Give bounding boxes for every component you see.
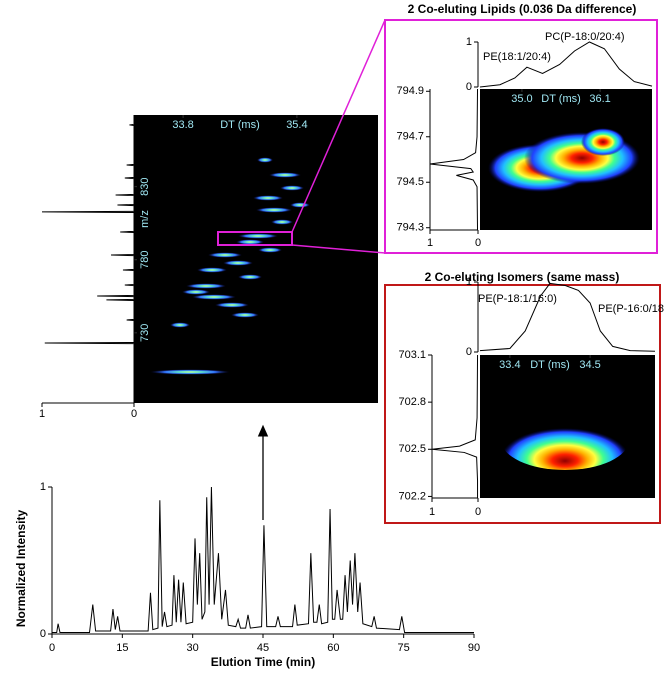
x-tick-label: 34.5	[579, 359, 600, 371]
heatmap-feature	[223, 260, 253, 266]
annotation: PC(P-18:0/20:4)	[545, 31, 624, 43]
y-tick-label: 1	[40, 481, 46, 493]
x-tick-label: 33.8	[172, 119, 193, 131]
spectrum-tick-label: 0	[475, 237, 481, 249]
panel-frame	[384, 19, 658, 254]
annotation: PE(P-18:1/16:0)	[478, 293, 557, 305]
spectrum-line	[41, 115, 135, 403]
profile-line	[479, 282, 656, 352]
x-tick-label: 75	[398, 642, 410, 654]
heatmap-feature	[186, 283, 226, 289]
x-tick-label: 36.1	[589, 93, 610, 105]
heatmap-feature	[197, 267, 227, 273]
heatmap-feature	[182, 289, 210, 295]
heatmap-feature	[581, 128, 625, 156]
spectrum-line	[429, 88, 479, 231]
spectrum-line	[431, 354, 479, 498]
heatmap-feature	[208, 252, 242, 258]
y-tick-label: 703.1	[398, 349, 426, 361]
x-tick-label: 60	[327, 642, 339, 654]
y-tick-label: 730	[139, 324, 151, 342]
heatmap-feature	[280, 185, 304, 191]
y-tick-label: 702.2	[398, 490, 426, 502]
x-axis-label: DT (ms)	[220, 119, 260, 131]
heatmap-feature	[253, 195, 283, 201]
y-axis-label: m/z	[139, 210, 151, 228]
heatmap-feature	[258, 247, 282, 253]
heatmap-feature	[501, 410, 629, 470]
y-tick-label: 0	[40, 628, 46, 640]
heatmap-feature	[170, 322, 190, 328]
x-axis-label: DT (ms)	[541, 93, 581, 105]
spectrum-tick-label: 1	[427, 237, 433, 249]
x-tick-label: 0	[49, 642, 55, 654]
heatmap	[134, 115, 378, 403]
spectrum-tick-label: 1	[429, 506, 435, 518]
annotation: PE(18:1/20:4)	[483, 51, 551, 63]
heatmap-feature	[238, 233, 278, 239]
heatmap-feature	[290, 202, 310, 208]
heatmap-feature	[269, 172, 301, 178]
y-tick-label: 780	[139, 251, 151, 269]
y-tick-label: 794.7	[396, 131, 424, 143]
heatmap-feature	[256, 207, 292, 213]
x-tick-label: 33.4	[499, 359, 520, 371]
chromatogram-line	[52, 486, 474, 634]
panel-title: 2 Co-eluting Isomers (same mass)	[425, 270, 620, 284]
y-axis-label: Normalized Intensity	[14, 509, 28, 627]
profile-tick-label: 0	[466, 346, 472, 358]
x-axis-label: DT (ms)	[530, 359, 570, 371]
x-tick-label: 30	[187, 642, 199, 654]
spectrum-tick-label: 0	[131, 408, 137, 420]
heatmap-feature	[257, 157, 273, 163]
profile-tick-label: 1	[466, 276, 472, 288]
heatmap-feature	[150, 369, 230, 375]
y-tick-label: 702.5	[398, 443, 426, 455]
y-tick-label: 830	[139, 177, 151, 195]
x-axis-label: Elution Time (min)	[211, 655, 315, 669]
x-tick-label: 15	[116, 642, 128, 654]
profile-line	[479, 41, 653, 88]
y-tick-label: 794.5	[396, 176, 424, 188]
spectrum-tick-label: 0	[475, 506, 481, 518]
y-tick-label: 794.3	[396, 222, 424, 234]
x-tick-label: 45	[257, 642, 269, 654]
panel-title: 2 Co-eluting Lipids (0.036 Da difference…	[408, 2, 637, 16]
x-tick-label: 35.0	[511, 93, 532, 105]
zoom-link	[291, 19, 386, 233]
x-tick-label: 90	[468, 642, 480, 654]
heatmap-feature	[231, 312, 259, 318]
profile-tick-label: 0	[466, 81, 472, 93]
heatmap-feature	[215, 302, 249, 308]
y-tick-label: 702.8	[398, 396, 426, 408]
heatmap-feature	[271, 219, 293, 225]
annotation: PE(P-16:0/18:1)	[598, 303, 664, 315]
spectrum-tick-label: 1	[39, 408, 45, 420]
zoom-link	[291, 244, 386, 254]
panel-frame	[384, 284, 661, 524]
heatmap-feature	[192, 294, 236, 300]
profile-tick-label: 1	[466, 36, 472, 48]
y-tick-label: 794.9	[396, 85, 424, 97]
x-tick-label: 35.4	[286, 119, 307, 131]
zoom-box	[217, 231, 293, 246]
heatmap-feature	[238, 274, 262, 280]
heatmap-feature	[236, 239, 264, 245]
